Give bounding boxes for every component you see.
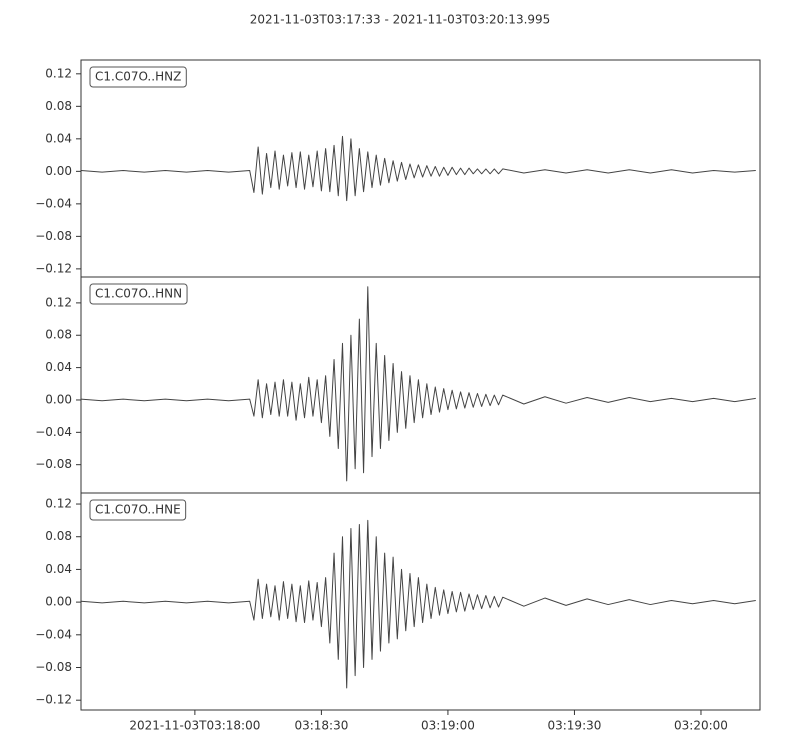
trace-label-box bbox=[89, 499, 187, 521]
waveform bbox=[80, 135, 756, 202]
y-tick-label: 0.12 bbox=[45, 66, 72, 80]
chart-title: 2021-11-03T03:17:33 - 2021-11-03T03:20:1… bbox=[250, 13, 551, 27]
waveform bbox=[80, 519, 756, 689]
y-tick-label: −0.08 bbox=[35, 229, 72, 243]
panel-frame bbox=[80, 59, 761, 278]
panel-frame bbox=[80, 492, 761, 711]
y-tick-label: 0.12 bbox=[45, 295, 72, 309]
x-tick-label: 03:20:00 bbox=[674, 719, 728, 733]
y-tick-label: 0.08 bbox=[45, 328, 72, 342]
y-tick-label: 0.08 bbox=[45, 529, 72, 543]
x-tick-label: 03:19:00 bbox=[421, 719, 475, 733]
y-tick-label: −0.12 bbox=[35, 693, 72, 707]
trace-label: C1.C07O..HNN bbox=[95, 287, 182, 301]
y-tick-label: 0.12 bbox=[45, 497, 72, 511]
trace-label: C1.C07O..HNZ bbox=[95, 70, 181, 84]
x-tick-label: 03:19:30 bbox=[547, 719, 601, 733]
y-tick-label: 0.00 bbox=[45, 392, 72, 406]
y-tick-label: 0.04 bbox=[45, 131, 72, 145]
y-tick-label: −0.04 bbox=[35, 627, 72, 641]
y-tick-label: −0.04 bbox=[35, 196, 72, 210]
panel-frame bbox=[80, 276, 761, 494]
trace-label-box bbox=[89, 66, 187, 88]
trace-label: C1.C07O..HNE bbox=[95, 503, 181, 517]
y-tick-label: 0.00 bbox=[45, 595, 72, 609]
y-tick-label: −0.12 bbox=[35, 261, 72, 275]
y-tick-label: −0.08 bbox=[35, 457, 72, 471]
x-tick-label: 03:18:30 bbox=[294, 719, 348, 733]
y-tick-label: 0.00 bbox=[45, 164, 72, 178]
waveform bbox=[80, 286, 756, 482]
y-tick-label: 0.04 bbox=[45, 562, 72, 576]
y-tick-label: 0.08 bbox=[45, 99, 72, 113]
y-tick-label: 0.04 bbox=[45, 360, 72, 374]
y-tick-label: −0.08 bbox=[35, 660, 72, 674]
trace-label-box bbox=[89, 283, 188, 305]
x-tick-label: 2021-11-03T03:18:00 bbox=[129, 719, 260, 733]
y-tick-label: −0.04 bbox=[35, 425, 72, 439]
